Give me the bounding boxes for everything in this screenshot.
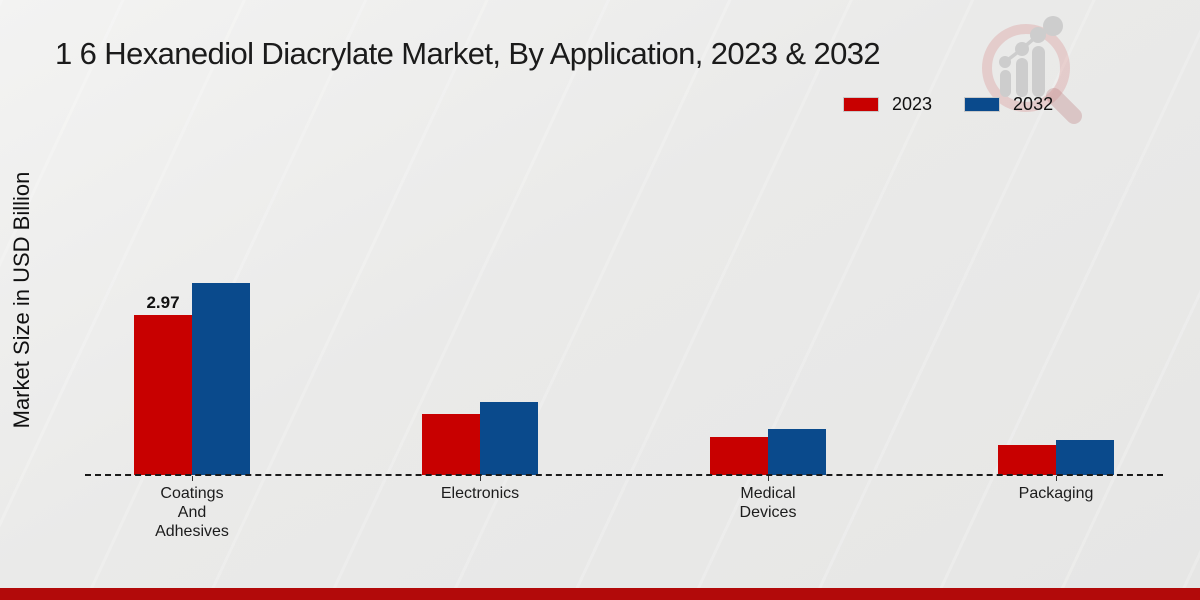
bar-2023-medical-devices bbox=[710, 437, 768, 475]
legend-label-2023: 2023 bbox=[892, 94, 933, 114]
bar-2032-coatings-and-adhesives bbox=[192, 283, 250, 475]
category-label-packaging: Packaging bbox=[1018, 485, 1094, 502]
legend-label-2032: 2032 bbox=[1013, 94, 1054, 114]
footer-accent-bar bbox=[0, 588, 1200, 600]
legend-swatch-2023 bbox=[843, 97, 879, 112]
category-label-coatings-and-adhesives: Coatings And Adhesives bbox=[155, 485, 229, 540]
legend-swatch-2032 bbox=[964, 97, 1001, 112]
legend-item-2032: 2032 bbox=[964, 94, 1053, 115]
category-label-electronics: Electronics bbox=[440, 485, 520, 502]
bar-2023-coatings-and-adhesives bbox=[134, 315, 192, 475]
chart-title: 1 6 Hexanediol Diacrylate Market, By App… bbox=[55, 36, 881, 71]
x-axis-tick-electronics bbox=[480, 476, 481, 481]
bar-2032-electronics bbox=[480, 402, 538, 475]
legend-item-2023: 2023 bbox=[843, 94, 932, 115]
x-axis-tick-coatings-and-adhesives bbox=[192, 476, 193, 481]
bar-2032-packaging bbox=[1056, 440, 1114, 475]
legend: 2023 2032 bbox=[843, 94, 1053, 115]
magnifier-chart-logo-graphic bbox=[982, 16, 1082, 124]
x-axis-tick-packaging bbox=[1056, 476, 1057, 481]
x-axis-tick-medical-devices bbox=[768, 476, 769, 481]
category-label-medical-devices: Medical Devices bbox=[739, 485, 797, 521]
bar-2023-electronics bbox=[422, 414, 480, 475]
magnifier-chart-logo bbox=[963, 10, 1095, 132]
bar-2023-packaging bbox=[998, 445, 1056, 475]
x-axis-baseline bbox=[85, 474, 1163, 476]
bar-2032-medical-devices bbox=[768, 429, 826, 475]
bar-value-label-2023: 2.97 bbox=[146, 293, 180, 312]
